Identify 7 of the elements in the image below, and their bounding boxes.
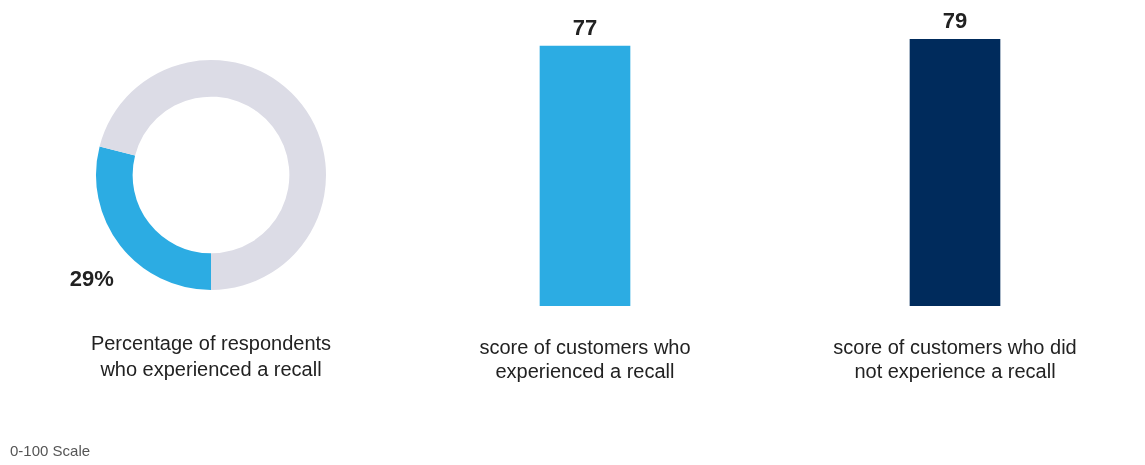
text: 0-100 Scale xyxy=(10,442,91,459)
data-label: 77 xyxy=(572,15,598,41)
data-label: 79 xyxy=(942,8,968,34)
x-tick-label: score of customers who experienced a recall xyxy=(479,335,691,382)
text: Percentage of respondents who experienced a recall xyxy=(89,331,333,382)
data-label: 29% xyxy=(69,266,114,292)
x-tick-label: score of customers who did not experience a recall xyxy=(833,335,1077,382)
